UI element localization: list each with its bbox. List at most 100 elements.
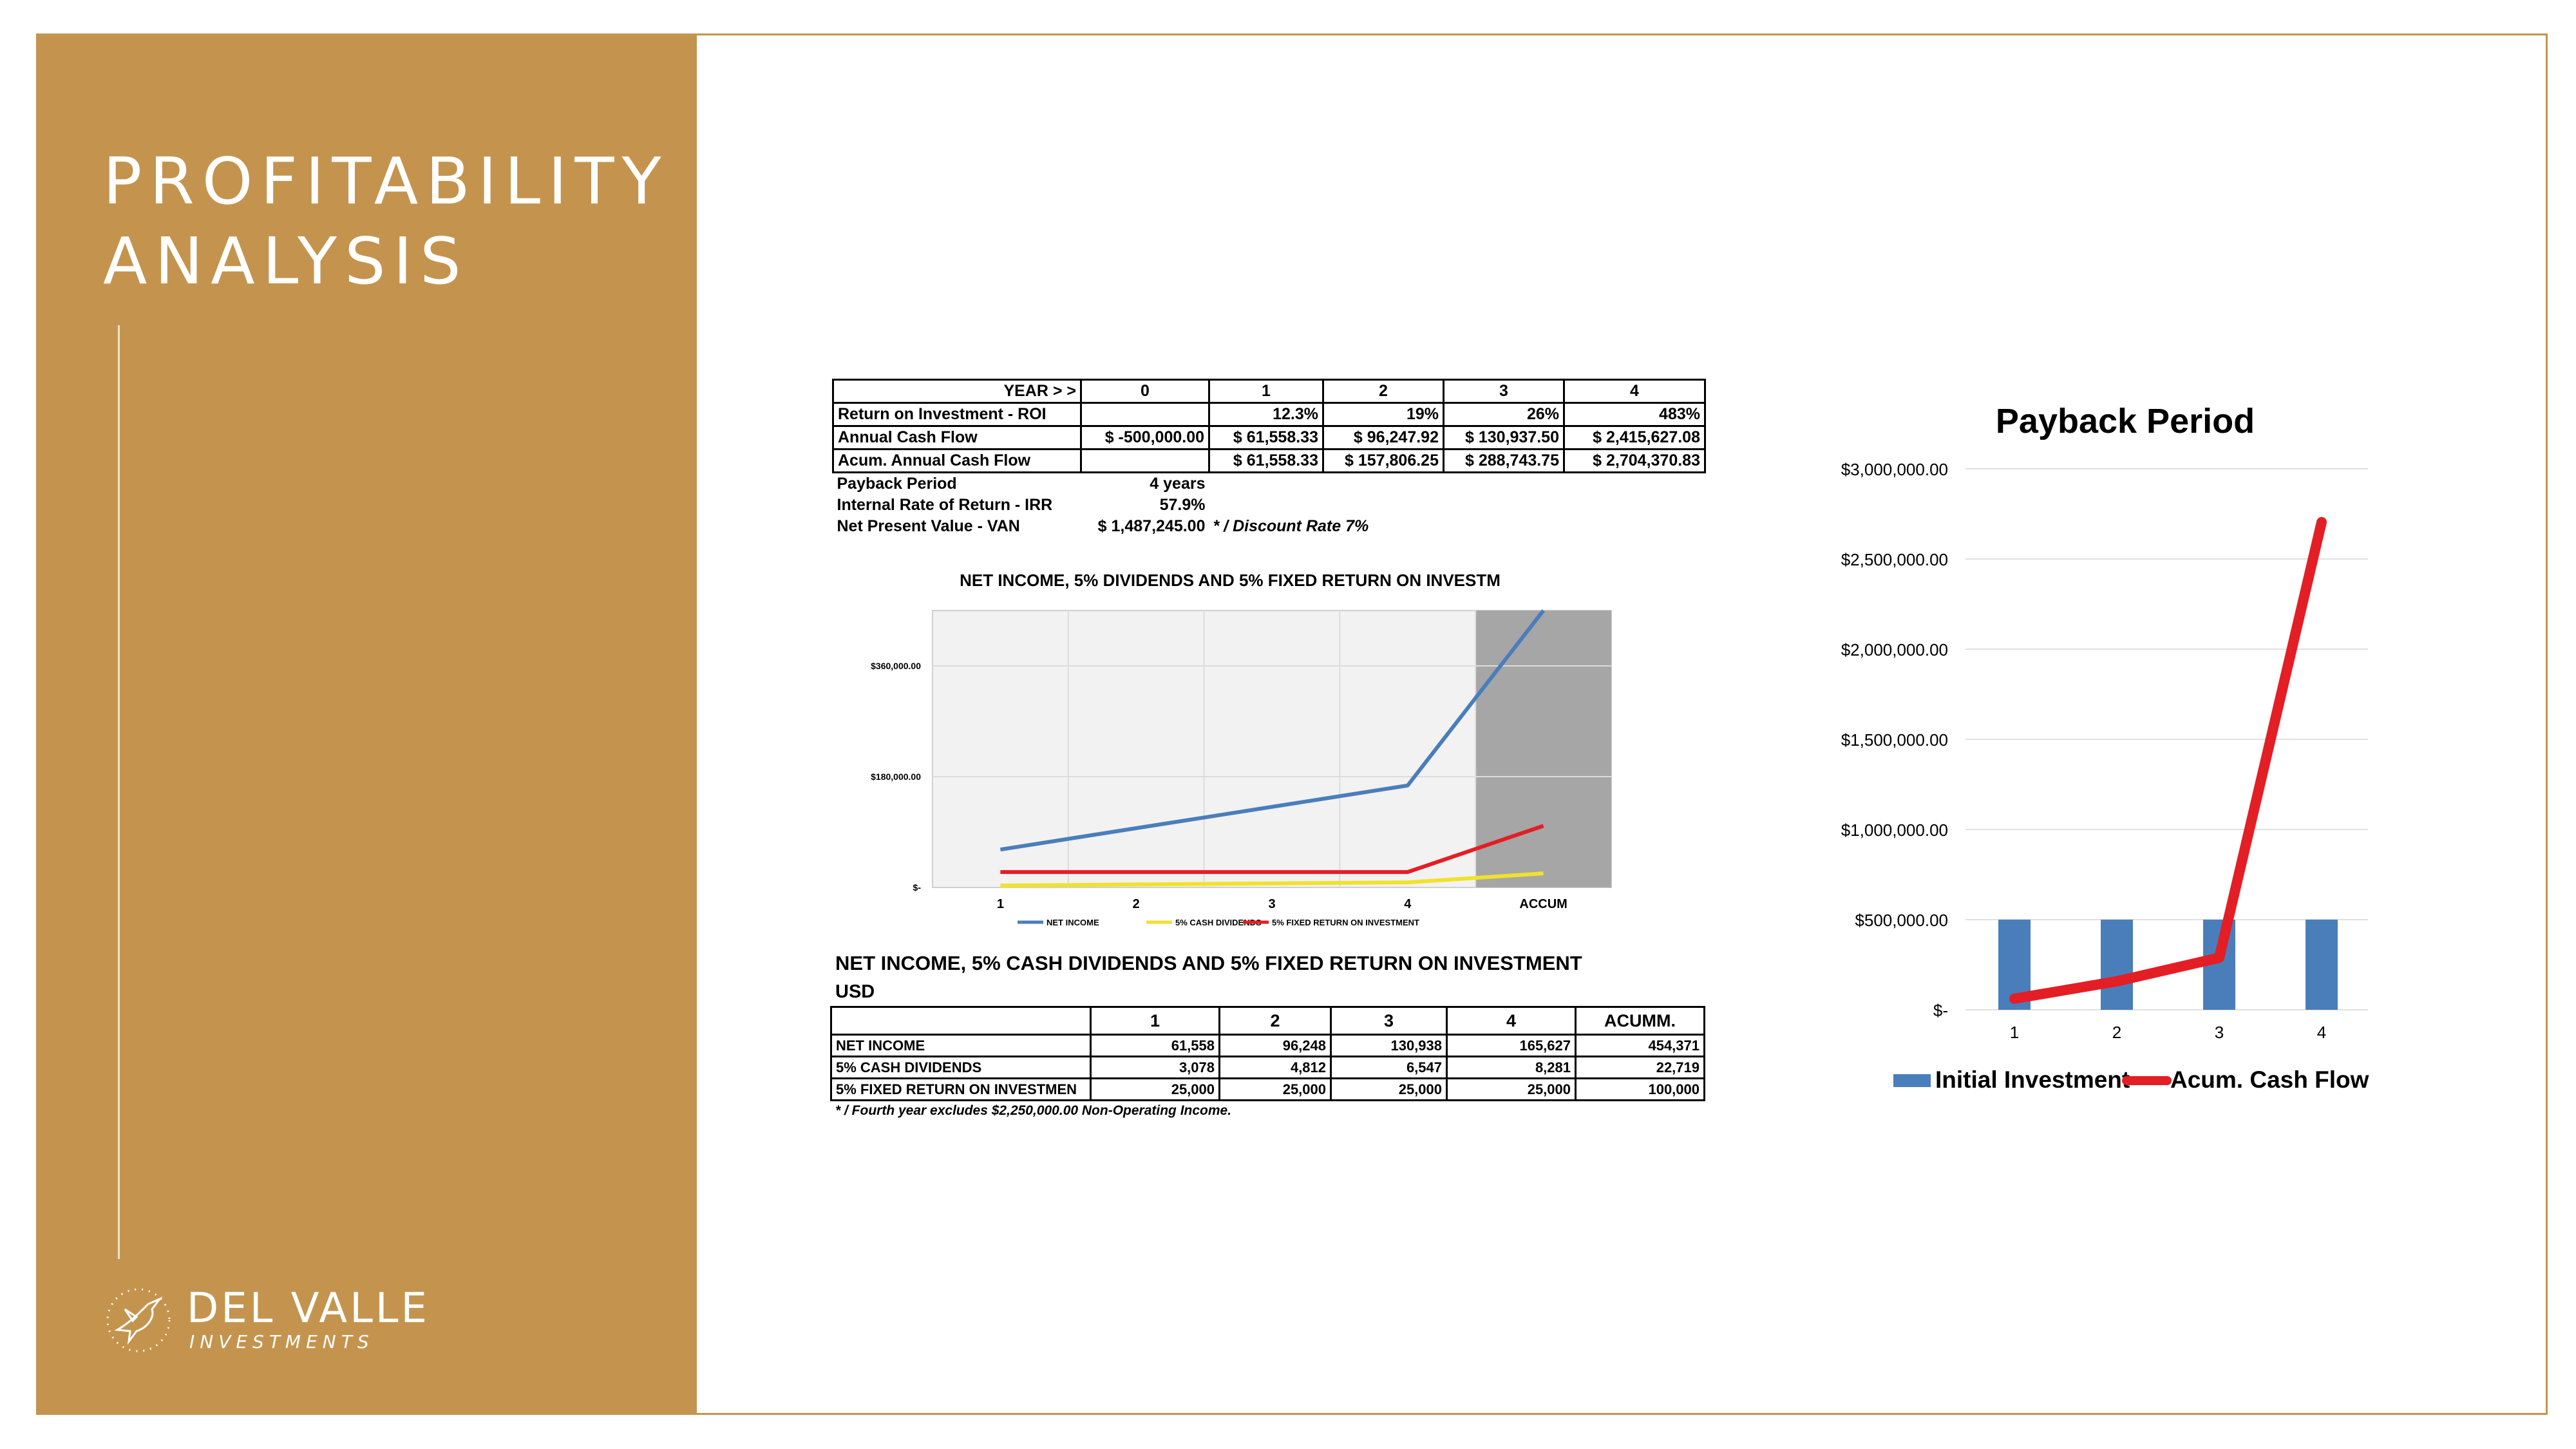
divider-line — [118, 325, 120, 1259]
x-tick-label: 1 — [2010, 1023, 2019, 1042]
header-cell — [830, 1006, 1092, 1036]
legend-label: 5% FIXED RETURN ON INVESTMENT — [1272, 918, 1419, 927]
table-cell: 25,000 — [1446, 1077, 1577, 1101]
table-cell: 454,371 — [1575, 1034, 1705, 1057]
legend-label: Initial Investment — [1935, 1066, 2130, 1093]
x-tick-label: 1 — [997, 897, 1004, 911]
table-cell: 19% — [1322, 402, 1444, 427]
summary-row: Payback Period 4 years — [833, 473, 1705, 495]
x-tick-label: 3 — [2215, 1023, 2224, 1042]
table-row: Acum. Annual Cash Flow $ 61,558.33 $ 157… — [832, 448, 1706, 473]
y-tick-label: $1,000,000.00 — [1841, 820, 1948, 840]
table-cell: $ 2,704,370.83 — [1563, 448, 1706, 473]
table-row: NET INCOME 61,558 96,248 130,938 165,627… — [830, 1034, 1705, 1057]
table-cell: 25,000 — [1090, 1077, 1220, 1101]
header-cell: ACUMM. — [1575, 1006, 1705, 1036]
income-table-unit: USD — [835, 981, 875, 1002]
acum-cash-flow-line — [2009, 516, 2327, 1004]
income-header-row: 1 2 3 4 ACUMM. — [830, 1006, 1705, 1036]
header-cell: 2 — [1322, 379, 1444, 404]
y-tick-label: $- — [913, 882, 922, 893]
header-cell: 4 — [1563, 379, 1706, 404]
table-cell: $ 157,806.25 — [1322, 448, 1444, 473]
summary-note — [1209, 473, 1705, 495]
table-row: 5% CASH DIVIDENDS 3,078 4,812 6,547 8,28… — [830, 1056, 1705, 1079]
table-cell: 100,000 — [1575, 1077, 1705, 1101]
legend-swatch — [1893, 1074, 1931, 1087]
table-cell: 25,000 — [1218, 1077, 1332, 1101]
table-cell: $ 130,937.50 — [1443, 425, 1565, 450]
x-tick-label: ACCUM — [1519, 897, 1567, 911]
table-cell: $ 2,415,627.08 — [1563, 425, 1706, 450]
header-cell: 2 — [1218, 1006, 1332, 1036]
title-line-2: ANALYSIS — [103, 223, 469, 299]
table-row: Annual Cash Flow $ -500,000.00 $ 61,558.… — [832, 425, 1706, 450]
y-tick-label: $500,000.00 — [1855, 911, 1948, 930]
header-cell: 1 — [1208, 379, 1324, 404]
table-cell: 4,812 — [1218, 1056, 1332, 1079]
payback-chart-title: Payback Period — [1996, 402, 2255, 440]
y-tick-label: $- — [1933, 1001, 1948, 1020]
y-tick-label: $1,500,000.00 — [1841, 730, 1948, 750]
slide-frame — [36, 33, 2548, 1415]
bar-initial-investment — [2101, 920, 2133, 1010]
logo-name: DEL VALLE — [187, 1285, 430, 1332]
company-logo: DEL VALLE INVESTMENTS — [103, 1285, 554, 1381]
header-cell: 3 — [1443, 379, 1565, 404]
header-cell: 3 — [1330, 1006, 1448, 1036]
table-cell: 483% — [1563, 402, 1706, 427]
x-tick-label: 4 — [2317, 1023, 2326, 1042]
table-cell: $ 61,558.33 — [1208, 425, 1324, 450]
legend-label: Acum. Cash Flow — [2170, 1066, 2369, 1093]
sidebar-panel — [36, 33, 697, 1415]
legend-label: NET INCOME — [1046, 918, 1099, 927]
summary-row: Net Present Value - VAN $ 1,487,245.00 *… — [833, 516, 1705, 537]
table-cell — [1080, 402, 1210, 427]
summary-label: Internal Rate of Return - IRR — [837, 496, 1053, 514]
summary-value: 4 years — [1150, 475, 1206, 493]
table-cell: 25,000 — [1330, 1077, 1448, 1101]
payback-period-chart: Payback Period $3,000,000.00 $2,500,000.00… — [1841, 402, 2369, 1093]
table-cell: 61,558 — [1090, 1034, 1220, 1057]
table-row: Return on Investment - ROI 12.3% 19% 26%… — [832, 402, 1706, 427]
table-row: 5% FIXED RETURN ON INVESTMEN 25,000 25,0… — [830, 1077, 1705, 1101]
x-tick-label: 2 — [1133, 897, 1140, 911]
income-table-footnote: * / Fourth year excludes $2,250,000.00 N… — [835, 1103, 1232, 1118]
net-income-line-chart: NET INCOME, 5% DIVIDENDS AND 5% FIXED RE… — [871, 571, 1612, 927]
roi-header-row: YEAR > > 0 1 2 3 4 — [832, 379, 1706, 404]
table-cell: 130,938 — [1330, 1034, 1448, 1057]
y-tick-label: $3,000,000.00 — [1841, 460, 1948, 479]
hummingbird-logo-icon — [106, 1288, 171, 1352]
income-table: 1 2 3 4 ACUMM. NET INCOME 61,558 96,248 … — [830, 1006, 1705, 1101]
summary-value: 57.9% — [1159, 496, 1206, 514]
summary-value: $ 1,487,245.00 — [1097, 517, 1206, 535]
legend-label: 5% CASH DIVIDENDS — [1175, 918, 1262, 927]
logo-subtitle: INVESTMENTS — [189, 1331, 374, 1352]
table-cell: $ -500,000.00 — [1080, 425, 1210, 450]
summary-label: Net Present Value - VAN — [837, 517, 1020, 535]
summary-note — [1209, 495, 1705, 516]
discount-rate-note: * / Discount Rate 7% — [1213, 517, 1369, 535]
header-cell: 4 — [1446, 1006, 1577, 1036]
row-label: Annual Cash Flow — [832, 425, 1082, 450]
table-cell: 26% — [1443, 402, 1565, 427]
accum-shaded-band — [1475, 611, 1611, 887]
table-cell: 8,281 — [1446, 1056, 1577, 1079]
bar-initial-investment — [2306, 920, 2338, 1010]
x-tick-label: 4 — [1404, 897, 1412, 911]
header-cell: 1 — [1090, 1006, 1220, 1036]
table-cell: 12.3% — [1208, 402, 1324, 427]
header-cell: 0 — [1080, 379, 1210, 404]
table-cell: 6,547 — [1330, 1056, 1448, 1079]
table-cell: 96,248 — [1218, 1034, 1332, 1057]
header-cell: YEAR > > — [832, 379, 1082, 404]
y-tick-label: $2,500,000.00 — [1841, 550, 1948, 569]
row-label: Acum. Annual Cash Flow — [832, 448, 1082, 473]
y-tick-label: $360,000.00 — [871, 661, 921, 671]
row-label: 5% CASH DIVIDENDS — [830, 1056, 1092, 1079]
summary-label: Payback Period — [837, 475, 957, 493]
row-label: Return on Investment - ROI — [832, 402, 1082, 427]
title-line-1: PROFITABILITY — [103, 144, 669, 219]
table-cell — [1080, 448, 1210, 473]
table-cell: $ 288,743.75 — [1443, 448, 1565, 473]
